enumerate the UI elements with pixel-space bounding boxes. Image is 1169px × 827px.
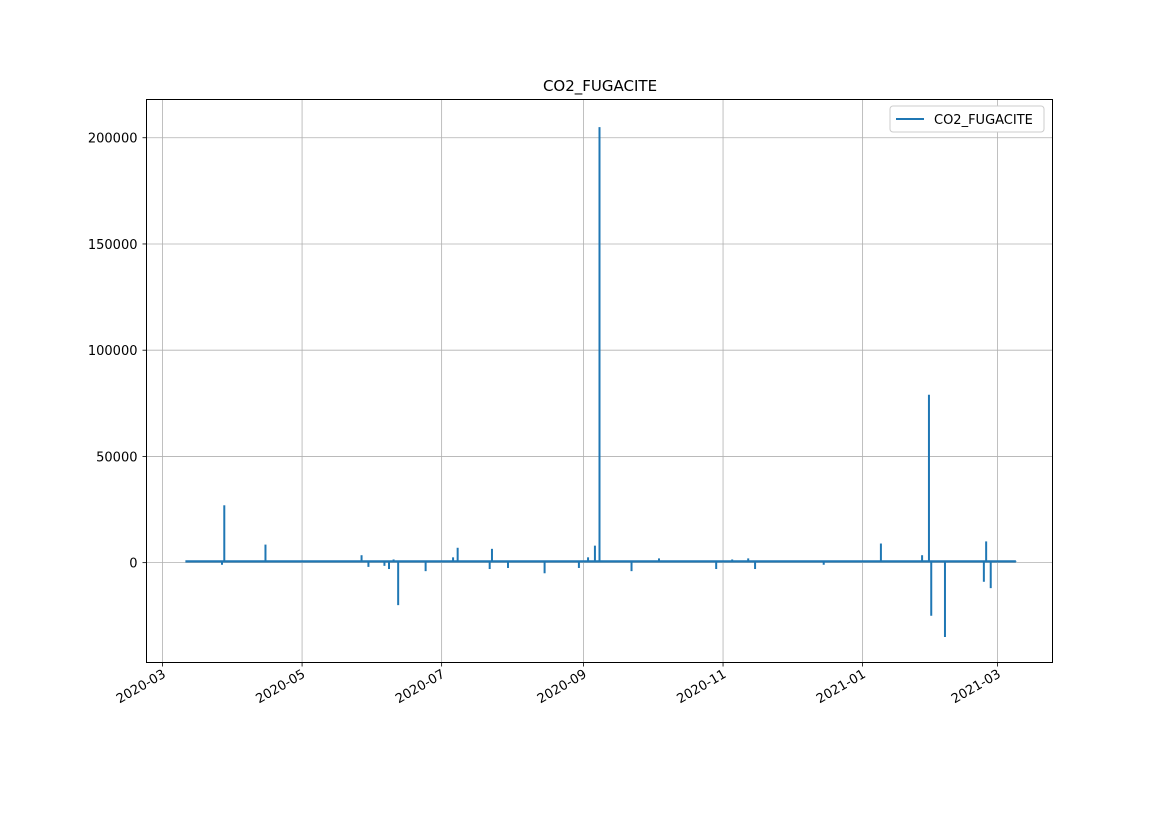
x-tick-label: 2020-07 [393,667,448,707]
x-tick-label: 2020-03 [114,667,169,707]
x-axis: 2020-03 2020-05 2020-07 2020-09 2020-11 2021-… [114,662,1004,707]
y-tick-label: 0 [129,557,137,572]
y-tick-label: 150000 [88,238,138,253]
legend: CO2_FUGACITE [889,105,1045,133]
x-tick-label: 2021-01 [814,667,869,707]
x-tick-label: 2020-09 [535,667,590,707]
legend-label: CO2_FUGACITE [934,113,1033,128]
y-axis: 0 50000 100000 150000 200000 [88,132,147,572]
x-tick-label: 2021-03 [949,667,1004,707]
plot-area [146,99,1053,663]
series-layer [185,127,1017,638]
y-tick-label: 50000 [96,450,137,465]
y-tick-label: 100000 [88,344,138,359]
legend-box [889,105,1045,133]
chart-title: CO2_FUGACITE [543,77,657,96]
y-tick-label: 200000 [88,132,138,147]
x-tick-label: 2020-05 [254,667,309,707]
x-tick-label: 2020-11 [674,667,729,707]
